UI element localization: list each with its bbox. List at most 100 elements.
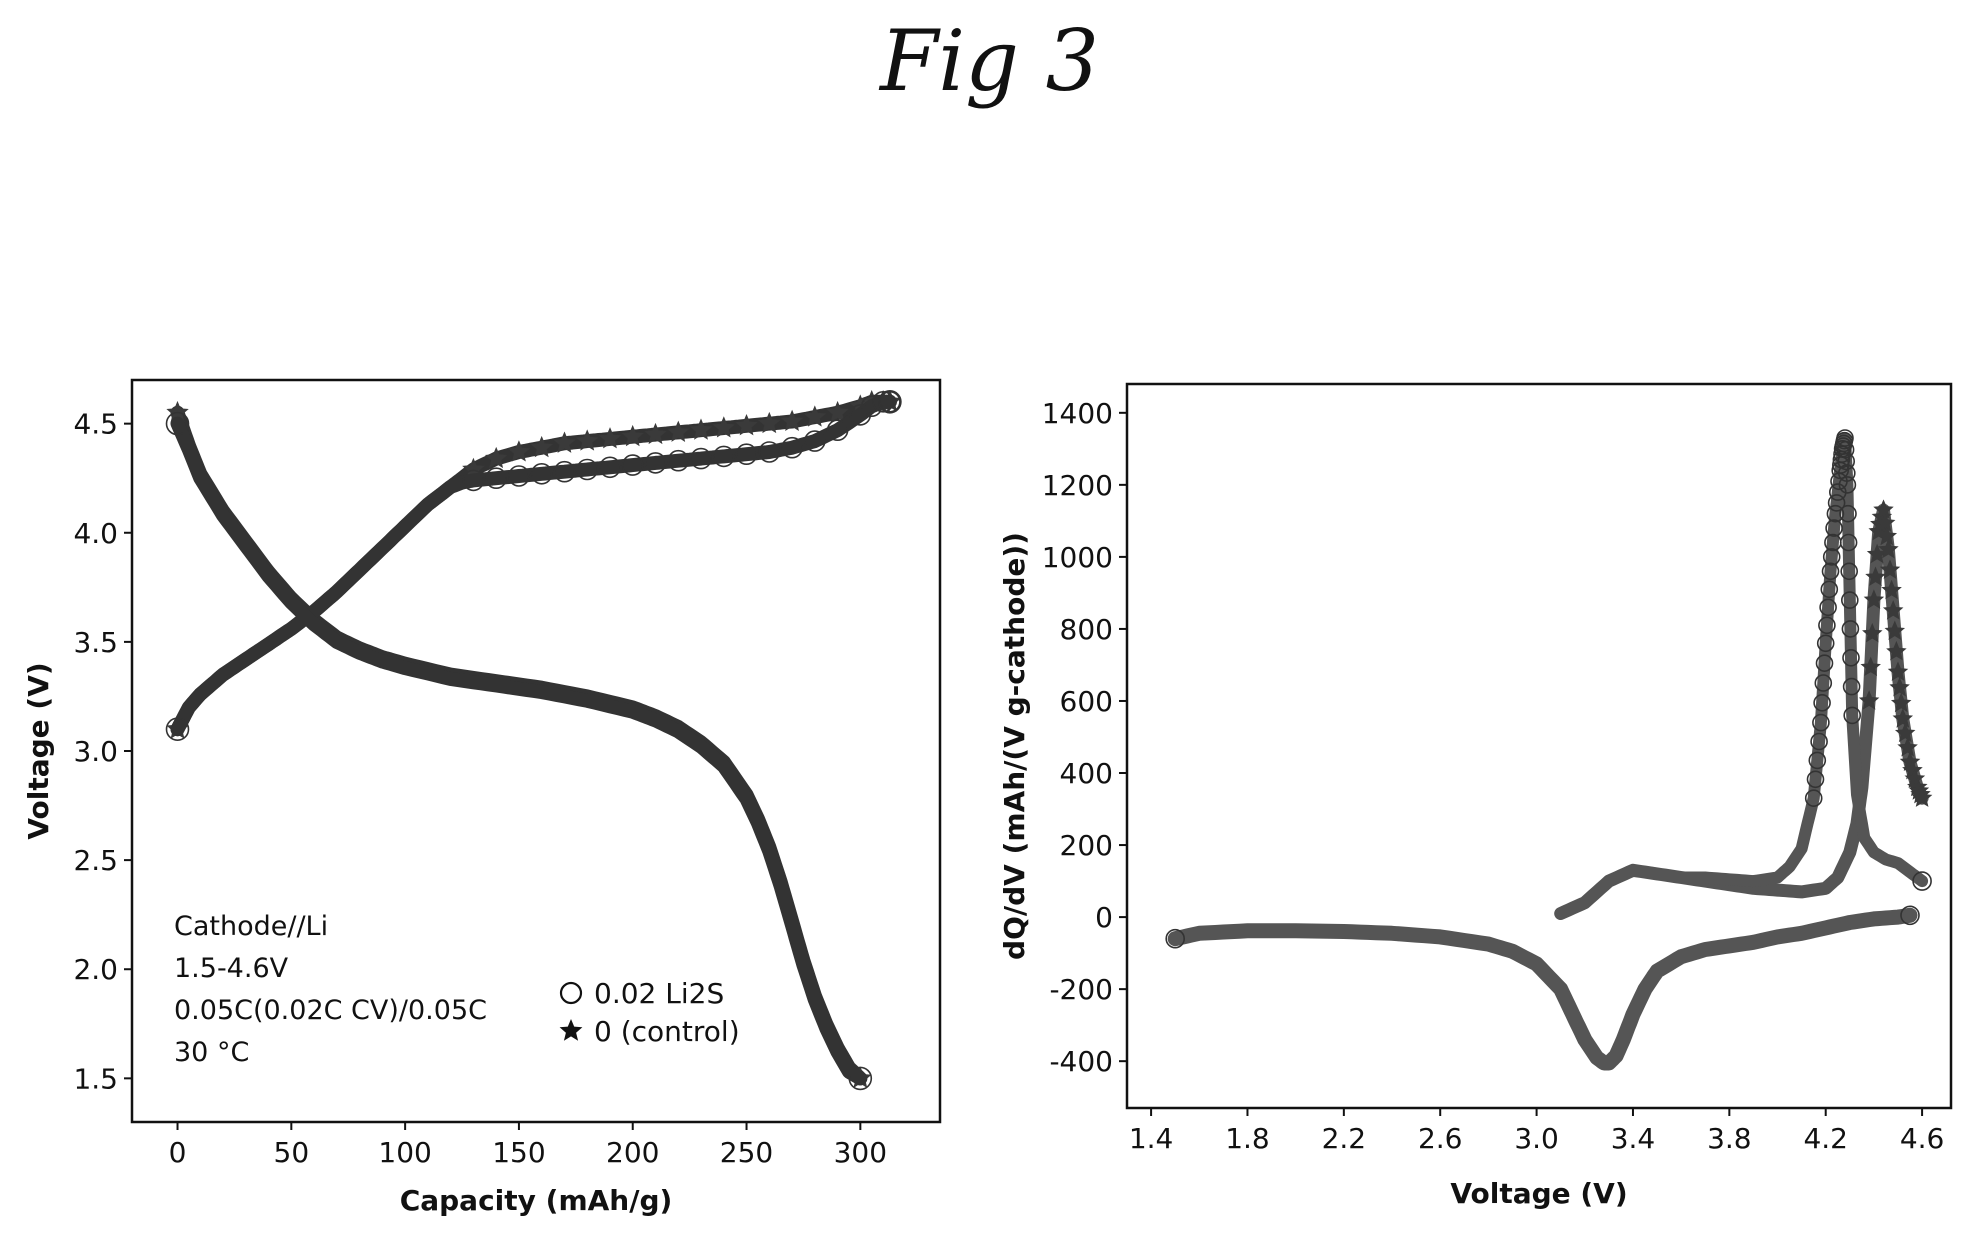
series-li2s-discharge-end-point bbox=[848, 1066, 873, 1091]
control-charge-point bbox=[1863, 589, 1885, 609]
series-li2s-charge-point bbox=[735, 443, 758, 466]
y-tick-label: 400 bbox=[1060, 757, 1113, 790]
control-charge-point bbox=[1911, 787, 1933, 807]
li2s-charge-point bbox=[1819, 598, 1837, 617]
legend-label: 0 (control) bbox=[594, 1015, 740, 1048]
series-control-charge-point bbox=[575, 429, 599, 451]
series-control-charge-point bbox=[826, 400, 849, 423]
series-li2s-charge-point bbox=[621, 454, 644, 476]
y-tick-label: 1400 bbox=[1042, 397, 1113, 430]
series-li2s-charge-band bbox=[170, 394, 897, 737]
condition-note-line: Cathode//Li bbox=[174, 911, 328, 942]
li2s-charge-point bbox=[1842, 677, 1861, 696]
li2s-charge-point bbox=[1814, 674, 1833, 692]
series-li2s-charge-point bbox=[485, 467, 508, 490]
series-li2s-charge-point bbox=[667, 449, 690, 472]
li2s-charge-point bbox=[1836, 440, 1855, 459]
plot-frame bbox=[1125, 382, 1953, 1110]
control-charge-point bbox=[1865, 566, 1886, 587]
control-charge-point bbox=[1882, 600, 1904, 620]
li2s-charge-point bbox=[1841, 591, 1859, 609]
y-tick-label: 4.5 bbox=[73, 408, 118, 441]
y-axis-title: dQ/dV (mAh/(V g-cathode)) bbox=[998, 532, 1031, 960]
series-li2s-charge-point bbox=[644, 452, 667, 474]
series-control-charge-point bbox=[667, 420, 690, 442]
control-charge-point bbox=[1858, 690, 1880, 710]
control-charge-point bbox=[1873, 499, 1894, 519]
control-charge-point bbox=[1889, 677, 1910, 697]
x-tick-label: 1.8 bbox=[1225, 1122, 1270, 1155]
control-charge-point bbox=[1892, 708, 1914, 728]
y-axis-title: Voltage (V) bbox=[22, 662, 55, 839]
li2s-charge-point bbox=[1826, 504, 1845, 523]
li2s-charge-point bbox=[1843, 706, 1861, 725]
li2s-charge-point bbox=[1804, 789, 1823, 808]
y-tick-label: 3.0 bbox=[73, 735, 118, 768]
li2s-charge-point bbox=[1812, 713, 1830, 732]
control-charge-point bbox=[1894, 722, 1916, 743]
series-control-charge-point bbox=[644, 422, 667, 445]
series-control-charge-point bbox=[803, 405, 827, 427]
y-tick-label: -400 bbox=[1049, 1045, 1113, 1078]
y-tick-label: 600 bbox=[1060, 685, 1113, 718]
condition-note-line: 30 °C bbox=[174, 1037, 249, 1068]
x-tick-label: 2.2 bbox=[1322, 1122, 1367, 1155]
li2s-charge-point bbox=[1839, 533, 1858, 552]
series-li2s-discharge-band bbox=[170, 416, 868, 1086]
control-charge-point bbox=[1862, 622, 1883, 643]
figure-title: Fig 3 bbox=[879, 12, 1100, 110]
series-control-charge-point bbox=[780, 409, 804, 432]
y-tick-label: 2.5 bbox=[73, 844, 118, 877]
y-tick-label: 200 bbox=[1060, 829, 1113, 862]
series-li2s-charge-end-point bbox=[165, 717, 190, 742]
x-axis-title: Voltage (V) bbox=[1450, 1177, 1627, 1210]
control-charge-point bbox=[1884, 620, 1906, 641]
control-charge-point bbox=[1860, 656, 1881, 677]
y-tick-label: 0 bbox=[1095, 901, 1113, 934]
x-tick-label: 300 bbox=[834, 1136, 887, 1169]
x-axis-title: Capacity (mAh/g) bbox=[400, 1184, 673, 1217]
x-tick-label: 4.2 bbox=[1803, 1122, 1848, 1155]
li2s-charge-point bbox=[1840, 562, 1858, 581]
li2s-charge-point bbox=[1839, 504, 1857, 523]
series-control-charge-point bbox=[712, 416, 735, 438]
li2s-charge-point bbox=[1813, 693, 1831, 712]
li2s-charge-point bbox=[1818, 616, 1836, 635]
x-tick-label: 0 bbox=[169, 1136, 187, 1169]
li2s-charge-point bbox=[1806, 770, 1825, 789]
series-li2s-charge-point bbox=[872, 390, 894, 413]
x-tick-label: 1.4 bbox=[1129, 1122, 1174, 1155]
x-tick-label: 3.8 bbox=[1707, 1122, 1752, 1155]
control-charge-point bbox=[1886, 640, 1907, 661]
y-tick-label: 800 bbox=[1060, 613, 1113, 646]
li2s-charge-point bbox=[1808, 751, 1827, 770]
y-tick-label: 1000 bbox=[1042, 541, 1113, 574]
dqdv-chart: 1.4 1.8 2.2 2.6 3.0 3.4 3.8 4.2 4.6 -400 -200 0 200 4… bbox=[998, 382, 1953, 1210]
series-control-charge-point bbox=[484, 446, 508, 469]
series-li2s-charge-point bbox=[508, 465, 530, 487]
control-charge-point bbox=[1897, 737, 1918, 757]
series-li2s-charge-point bbox=[879, 390, 901, 413]
li2s-charge-point bbox=[1810, 732, 1828, 751]
series-li2s-charge-point bbox=[462, 469, 485, 492]
li2s-charge-point bbox=[1822, 548, 1841, 566]
x-tick-label: 3.4 bbox=[1611, 1122, 1656, 1155]
series-control-charge-point bbox=[758, 411, 781, 434]
li2s-charge-point bbox=[1821, 562, 1840, 581]
series-control-charge-point bbox=[598, 427, 622, 449]
discharge-dqdv-end-point bbox=[1165, 928, 1185, 949]
series-control-charge-point bbox=[689, 418, 713, 440]
li2s-charge-point bbox=[1841, 620, 1860, 638]
li2s-charge-point bbox=[1820, 580, 1839, 599]
li2s-charge-point bbox=[1825, 519, 1843, 537]
y-tick-label: 1200 bbox=[1042, 469, 1113, 502]
series-li2s-charge-point bbox=[826, 419, 849, 442]
li2s-charge-point bbox=[1827, 494, 1846, 512]
x-tick-label: 3.0 bbox=[1514, 1122, 1559, 1155]
li2s-charge-end-point bbox=[1912, 871, 1932, 891]
x-tick-label: 100 bbox=[378, 1136, 431, 1169]
discharge-dqdv-band bbox=[1167, 907, 1918, 1071]
series-li2s-charge-point bbox=[553, 460, 576, 483]
legend-star-marker bbox=[559, 1019, 583, 1041]
